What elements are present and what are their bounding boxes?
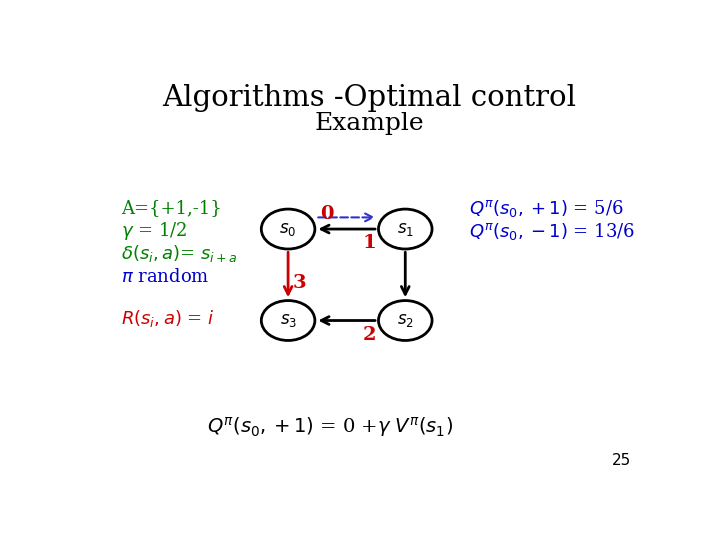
Text: $Q^{\pi}(s_0,+1)$ = 0 +$\gamma$ $V^{\pi}(s_1)$: $Q^{\pi}(s_0,+1)$ = 0 +$\gamma$ $V^{\pi}… — [207, 415, 453, 438]
Text: $s_0$: $s_0$ — [279, 220, 297, 238]
Circle shape — [261, 301, 315, 341]
Text: 2: 2 — [362, 326, 376, 344]
Text: Algorithms -Optimal control: Algorithms -Optimal control — [162, 84, 576, 112]
Text: 25: 25 — [612, 453, 631, 468]
Text: 3: 3 — [292, 274, 306, 292]
Text: $Q^{\pi}(s_0,-1)$ = 13/6: $Q^{\pi}(s_0,-1)$ = 13/6 — [469, 221, 636, 241]
Text: $\pi$ random: $\pi$ random — [121, 268, 209, 286]
Text: $s_3$: $s_3$ — [279, 312, 297, 329]
Text: 0: 0 — [320, 206, 333, 224]
Text: $\gamma$ = 1/2: $\gamma$ = 1/2 — [121, 220, 187, 242]
Text: A={+1,-1}: A={+1,-1} — [121, 199, 222, 217]
Text: Example: Example — [314, 112, 424, 136]
Text: $\delta(s_i,a)$= $s_{i+a}$: $\delta(s_i,a)$= $s_{i+a}$ — [121, 244, 238, 265]
Text: $R(s_i,a)$ = $i$: $R(s_i,a)$ = $i$ — [121, 308, 215, 329]
Circle shape — [379, 209, 432, 249]
Circle shape — [379, 301, 432, 341]
Text: $s_2$: $s_2$ — [397, 312, 414, 329]
Circle shape — [261, 209, 315, 249]
Text: $s_1$: $s_1$ — [397, 220, 414, 238]
Text: 1: 1 — [362, 234, 376, 252]
Text: $Q^{\pi}(s_0,+1)$ = 5/6: $Q^{\pi}(s_0,+1)$ = 5/6 — [469, 198, 624, 219]
